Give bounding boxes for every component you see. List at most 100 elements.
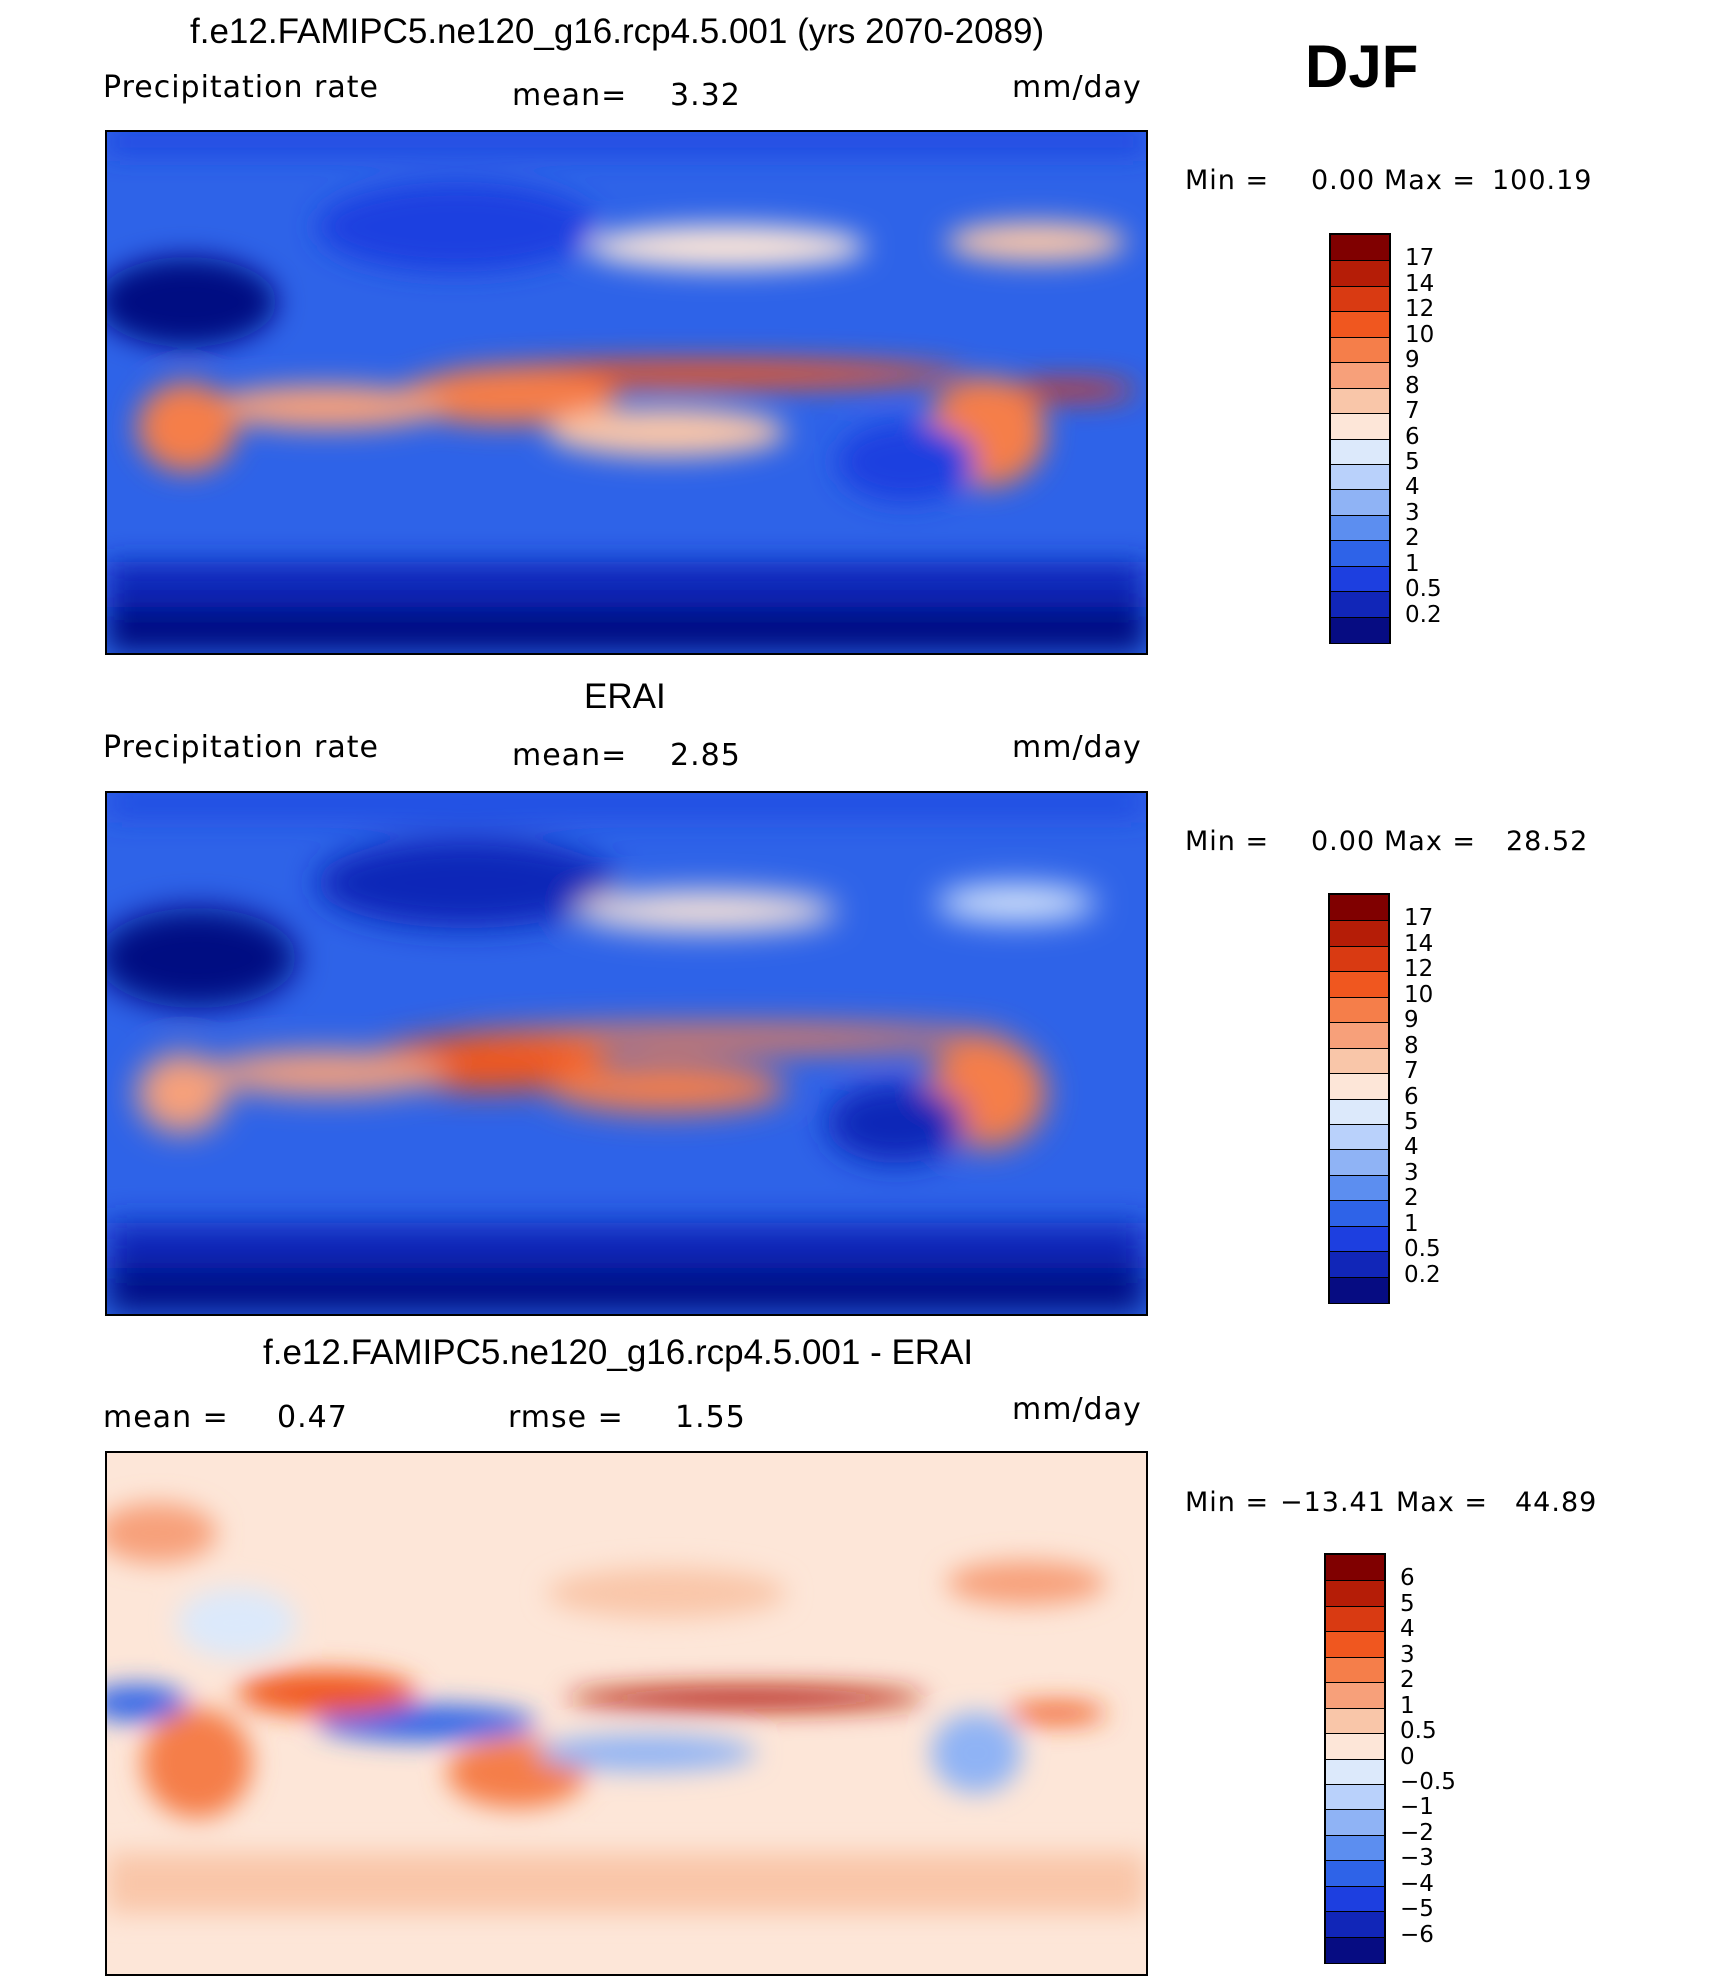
colorbar-tick-label: 10 bbox=[1405, 321, 1435, 348]
panel1-title: f.e12.FAMIPC5.ne120_g16.rcp4.5.001 (yrs … bbox=[190, 12, 1045, 51]
colorbar-tick-label: 0 bbox=[1400, 1743, 1415, 1770]
panel2-north-atlantic-storm bbox=[936, 885, 1097, 921]
colorbar-box bbox=[1331, 463, 1389, 491]
colorbar-box bbox=[1331, 387, 1389, 415]
colorbar-box bbox=[1326, 1860, 1384, 1887]
panel3-map bbox=[105, 1451, 1148, 1976]
colorbar-box bbox=[1330, 1123, 1388, 1151]
colorbar-box bbox=[1330, 1149, 1388, 1176]
colorbar-box bbox=[1331, 438, 1389, 465]
panel3-min-value: −13.41 bbox=[1280, 1487, 1386, 1518]
panel2-southern-africa bbox=[136, 1053, 227, 1133]
colorbar-tick-label: −3 bbox=[1400, 1845, 1434, 1872]
panel3-equatorial-atlantic-wet bbox=[1006, 1703, 1107, 1723]
panel3-north-pacific bbox=[546, 1568, 787, 1618]
panel2-mean-value: 2.85 bbox=[670, 738, 741, 773]
colorbar-tick-label: 0.5 bbox=[1405, 576, 1442, 603]
panel1-min-value: 0.00 bbox=[1311, 165, 1376, 196]
colorbar-tick-label: 5 bbox=[1400, 1590, 1415, 1617]
colorbar-tick-label: 7 bbox=[1405, 398, 1420, 425]
colorbar-tick-label: 1 bbox=[1400, 1692, 1415, 1719]
colorbar-box bbox=[1330, 996, 1388, 1024]
colorbar-tick-label: −4 bbox=[1400, 1870, 1434, 1897]
panel3-southern-africa bbox=[141, 1708, 252, 1818]
panel2-min-value: 0.00 bbox=[1311, 826, 1376, 857]
colorbar-box bbox=[1326, 1733, 1384, 1760]
colorbar-tick-label: −5 bbox=[1400, 1896, 1434, 1923]
colorbar-box bbox=[1331, 235, 1389, 261]
panel2-north-pacific-storm bbox=[576, 891, 837, 931]
colorbar-tick-label: 9 bbox=[1404, 1007, 1419, 1034]
colorbar-box bbox=[1326, 1682, 1384, 1709]
colorbar-box bbox=[1326, 1936, 1384, 1963]
colorbar-tick-label: 2 bbox=[1405, 525, 1420, 552]
colorbar-box bbox=[1326, 1656, 1384, 1684]
panel2-title: ERAI bbox=[584, 677, 666, 716]
panel3-southern-ocean bbox=[107, 1853, 1146, 1913]
panel1-asia-dry bbox=[316, 182, 597, 272]
colorbar-box bbox=[1331, 413, 1389, 440]
colorbar-box bbox=[1326, 1834, 1384, 1862]
panel1-sahara-dry bbox=[107, 257, 277, 347]
colorbar-tick-label: 5 bbox=[1405, 448, 1420, 475]
panel2-spcz bbox=[546, 1063, 787, 1113]
colorbar-tick-label: 0.2 bbox=[1405, 601, 1442, 628]
colorbar-tick-label: −0.5 bbox=[1400, 1768, 1456, 1795]
colorbar-box bbox=[1330, 1200, 1388, 1227]
panel3-title: f.e12.FAMIPC5.ne120_g16.rcp4.5.001 - ERA… bbox=[263, 1333, 974, 1372]
colorbar-box bbox=[1326, 1809, 1384, 1836]
colorbar-tick-label: 1 bbox=[1404, 1210, 1419, 1237]
colorbar-box bbox=[1326, 1631, 1384, 1658]
panel2-indian-ocean-band bbox=[206, 1051, 447, 1095]
panel3-spcz-dry bbox=[536, 1735, 757, 1771]
panel3-sahara-dry bbox=[176, 1588, 297, 1658]
panel2-mean-label: mean= bbox=[512, 738, 628, 773]
panel1-indian-ocean-band bbox=[206, 385, 447, 429]
panel3-rmse-value: 1.55 bbox=[675, 1400, 746, 1435]
panel1-units: mm/day bbox=[1012, 70, 1142, 105]
colorbar-tick-label: 6 bbox=[1400, 1565, 1415, 1592]
panel1-polar-south bbox=[107, 602, 1146, 653]
panel2-asia-dry bbox=[316, 838, 617, 928]
colorbar-tick-label: 3 bbox=[1405, 499, 1420, 526]
panel2-units: mm/day bbox=[1012, 730, 1142, 765]
colorbar-tick-label: 9 bbox=[1405, 347, 1420, 374]
colorbar-box bbox=[1330, 945, 1388, 973]
colorbar-tick-label: 2 bbox=[1404, 1185, 1419, 1212]
colorbar-box bbox=[1330, 1073, 1388, 1100]
panel1-variable: Precipitation rate bbox=[103, 70, 379, 105]
panel3-min-label: Min = bbox=[1185, 1487, 1270, 1518]
colorbar-box bbox=[1331, 311, 1389, 338]
colorbar-tick-label: 3 bbox=[1404, 1159, 1419, 1186]
colorbar-tick-label: 6 bbox=[1404, 1083, 1419, 1110]
panel1-north-pacific-storm bbox=[586, 225, 867, 269]
colorbar-tick-label: 3 bbox=[1400, 1641, 1415, 1668]
panel3-map-svg bbox=[107, 1453, 1146, 1974]
panel2-max-label: Max = bbox=[1384, 826, 1477, 857]
panel1-southern-ocean bbox=[107, 562, 1146, 607]
colorbar-box bbox=[1326, 1707, 1384, 1735]
colorbar-tick-label: −6 bbox=[1400, 1921, 1434, 1948]
panel2-polar-south bbox=[107, 1263, 1146, 1314]
panel2-itcz-pacific bbox=[446, 1025, 1007, 1051]
panel1-max-label: Max = bbox=[1384, 165, 1477, 196]
colorbar-box bbox=[1330, 1225, 1388, 1253]
panel2-map bbox=[105, 791, 1148, 1316]
colorbar-box bbox=[1330, 1251, 1388, 1278]
colorbar-box bbox=[1330, 1174, 1388, 1202]
panel1-north-atlantic-storm bbox=[946, 222, 1127, 262]
panel3-max-label: Max = bbox=[1396, 1487, 1489, 1518]
panel1-east-pacific-dry bbox=[836, 422, 977, 502]
colorbar-tick-label: 4 bbox=[1400, 1616, 1415, 1643]
panel1-max-value: 100.19 bbox=[1492, 165, 1593, 196]
colorbar-tick-label: 14 bbox=[1404, 930, 1434, 957]
colorbar-box bbox=[1330, 971, 1388, 998]
panel2-max-value: 28.52 bbox=[1506, 826, 1589, 857]
colorbar-tick-label: 5 bbox=[1404, 1108, 1419, 1135]
panel2-polar-north bbox=[107, 793, 1146, 813]
colorbar-tick-label: 4 bbox=[1404, 1134, 1419, 1161]
panel3-east-africa-wet bbox=[236, 1671, 417, 1715]
panel1-polar-north bbox=[107, 132, 1146, 152]
colorbar-tick-label: 7 bbox=[1404, 1058, 1419, 1085]
colorbar-tick-label: 6 bbox=[1405, 423, 1420, 450]
